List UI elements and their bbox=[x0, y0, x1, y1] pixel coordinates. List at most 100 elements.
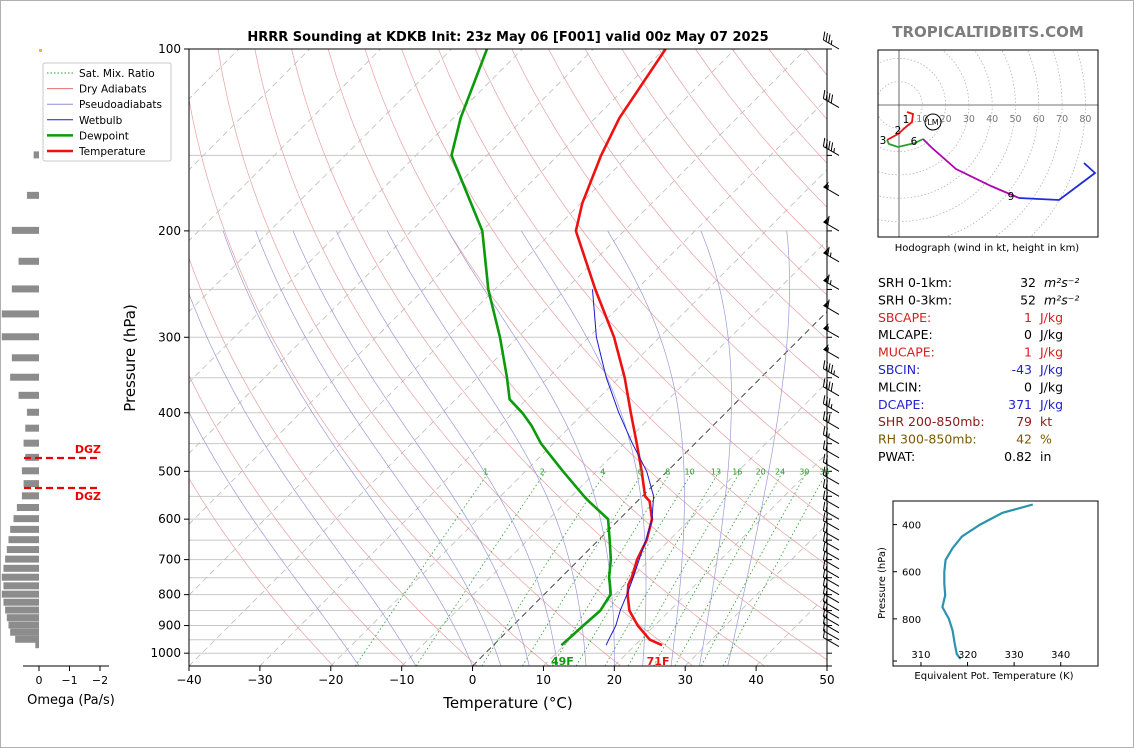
series-line-temperature bbox=[574, 49, 667, 647]
hodograph-height-label: 9 bbox=[1008, 191, 1015, 203]
hodograph-ring bbox=[878, 50, 1016, 222]
param-value: 0 bbox=[1024, 379, 1032, 394]
barb-full bbox=[822, 137, 826, 147]
theta-e-y-tick-label: 800 bbox=[902, 615, 921, 626]
mixing-ratio-line bbox=[415, 471, 547, 666]
barb-staff bbox=[823, 186, 840, 197]
param-unit: m²s⁻² bbox=[1044, 292, 1079, 307]
legend-box bbox=[42, 62, 172, 162]
param-label: DCAPE: bbox=[878, 397, 925, 412]
skewt-x-tick-label: 40 bbox=[748, 673, 763, 687]
barb-full bbox=[822, 560, 826, 569]
isotherm-line bbox=[330, 169, 827, 666]
pseudoadiabat bbox=[335, 230, 558, 666]
param-value: 42 bbox=[1016, 432, 1032, 447]
hodograph-ring bbox=[878, 58, 946, 152]
mixing-ratio-label: 20 bbox=[756, 468, 766, 477]
wind-barb bbox=[822, 560, 840, 579]
wind-barb bbox=[823, 274, 840, 290]
wind-barb bbox=[823, 344, 840, 359]
barb-full bbox=[822, 593, 826, 602]
param-unit: J/kg bbox=[1039, 362, 1063, 377]
barb-full bbox=[822, 426, 826, 435]
param-unit: J/kg bbox=[1039, 397, 1063, 412]
dry-adiabat bbox=[189, 97, 550, 666]
omega-bar bbox=[33, 151, 39, 159]
omega-bar bbox=[3, 564, 39, 572]
omega-tick-label: −1 bbox=[61, 674, 77, 687]
isotherm-line bbox=[401, 240, 827, 666]
mixing-ratio-line bbox=[354, 471, 490, 666]
dry-adiabat bbox=[511, 49, 827, 429]
barb-full bbox=[822, 551, 826, 560]
barb-flag bbox=[823, 344, 829, 352]
mixing-ratio-line bbox=[575, 471, 694, 666]
param-label: SBCAPE: bbox=[878, 310, 931, 325]
barb-half bbox=[829, 280, 832, 285]
param-value: 371 bbox=[1008, 397, 1032, 412]
wind-barb bbox=[822, 501, 840, 520]
skewt-x-tick-label: −40 bbox=[176, 673, 201, 687]
pseudoadiabat bbox=[222, 230, 473, 666]
barb-full bbox=[825, 491, 828, 501]
hodograph-ring-label: 40 bbox=[986, 114, 998, 125]
wind-barb bbox=[822, 31, 840, 50]
hodograph-lm-label: LM bbox=[927, 118, 938, 127]
wind-barb bbox=[822, 426, 840, 445]
mixing-ratio-line bbox=[522, 471, 644, 666]
barb-full bbox=[822, 31, 826, 41]
param-value: 1 bbox=[1024, 345, 1032, 360]
omega-bar bbox=[11, 285, 39, 293]
theta-e-ylabel: Pressure (hPa) bbox=[877, 547, 888, 619]
omega-top-marker bbox=[39, 49, 42, 52]
param-value: 1 bbox=[1024, 310, 1032, 325]
omega-bar bbox=[18, 257, 39, 265]
omega-bar bbox=[16, 503, 39, 511]
chart-title: HRRR Sounding at KDKB Init: 23z May 06 [… bbox=[247, 30, 768, 45]
mixing-ratio-line bbox=[604, 471, 720, 666]
skewt-x-tick-label: 10 bbox=[536, 673, 551, 687]
wind-barb bbox=[822, 360, 840, 379]
param-value: 32 bbox=[1020, 275, 1036, 290]
wind-barb bbox=[822, 395, 840, 414]
dry-adiabat bbox=[291, 49, 765, 666]
hodograph-segment bbox=[886, 138, 924, 148]
barb-flag bbox=[823, 323, 829, 331]
hodograph-ring-label: 60 bbox=[1033, 114, 1045, 125]
isotherm-line bbox=[684, 523, 827, 666]
barb-full bbox=[822, 378, 826, 387]
wind-barb bbox=[822, 490, 840, 509]
barb-flag bbox=[823, 181, 829, 189]
hodograph-height-label: 2 bbox=[895, 125, 902, 137]
barb-half bbox=[825, 574, 828, 579]
wind-barb bbox=[822, 608, 840, 626]
param-value: 79 bbox=[1016, 414, 1032, 429]
omega-xlabel: Omega (Pa/s) bbox=[27, 693, 115, 708]
barb-full bbox=[830, 94, 834, 104]
skewt-x-tick-label: −20 bbox=[318, 673, 343, 687]
omega-bar bbox=[13, 515, 40, 523]
param-label: SBCIN: bbox=[878, 362, 920, 377]
barb-full bbox=[828, 398, 831, 407]
barb-full bbox=[828, 93, 831, 102]
barb-half bbox=[825, 598, 828, 604]
hodograph-segment bbox=[922, 138, 1020, 199]
wind-barb bbox=[822, 542, 840, 561]
brand-watermark: TROPICALTIDBITS.COM bbox=[892, 23, 1084, 41]
omega-bar bbox=[6, 614, 39, 622]
barb-flag bbox=[823, 216, 829, 224]
barb-half bbox=[829, 252, 832, 257]
barb-full bbox=[825, 480, 828, 489]
hodograph-height-label: 6 bbox=[911, 136, 918, 148]
barb-full bbox=[822, 512, 826, 521]
theta-e-y-tick-label: 400 bbox=[902, 521, 921, 532]
skewt-x-tick-label: 30 bbox=[678, 673, 693, 687]
barb-full bbox=[822, 532, 826, 542]
pseudoadiabat bbox=[189, 411, 360, 666]
barb-full bbox=[830, 382, 834, 392]
wind-barb bbox=[822, 440, 840, 459]
barb-full bbox=[825, 361, 828, 371]
param-label: MLCIN: bbox=[878, 379, 922, 394]
omega-panel: 0 −1 −2 DGZ DGZ Omega (Pa/s) bbox=[1, 49, 115, 708]
omega-bar bbox=[21, 492, 39, 500]
